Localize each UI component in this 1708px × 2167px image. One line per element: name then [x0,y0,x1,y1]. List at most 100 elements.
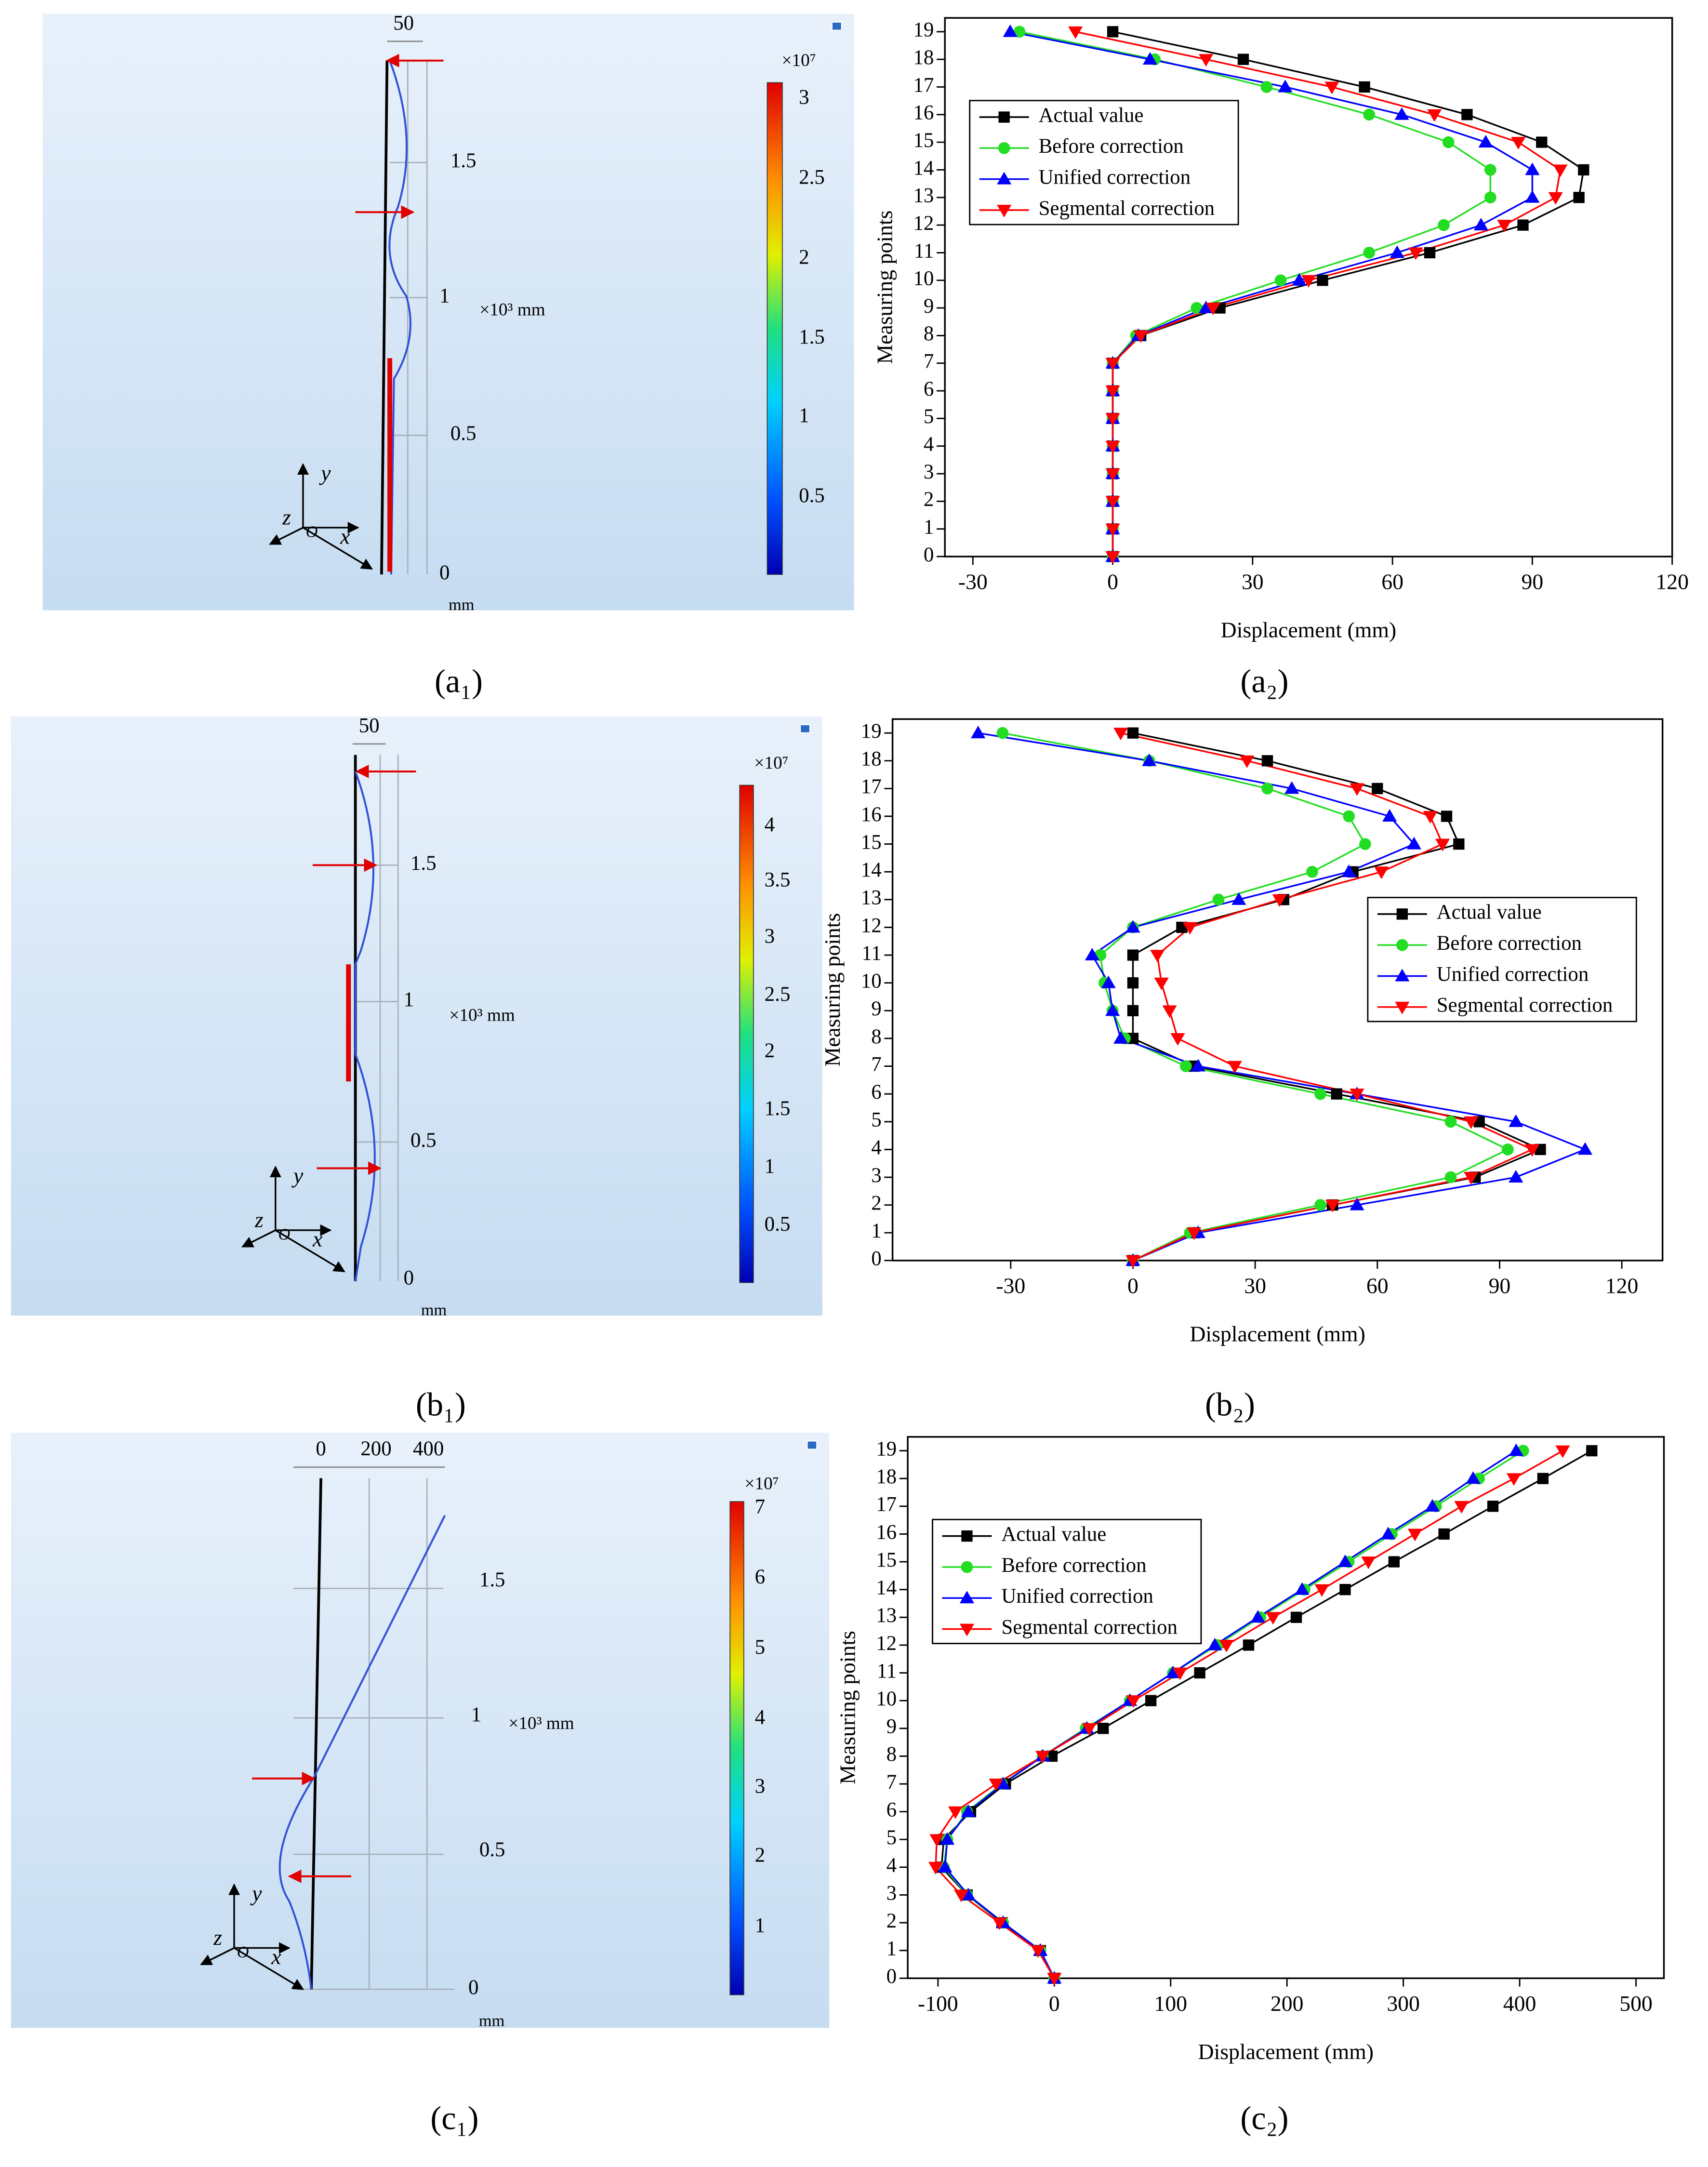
marker [1464,1172,1479,1185]
marker [1172,1667,1188,1680]
y-tick-label: 8 [871,1025,881,1048]
marker [929,1834,944,1847]
marker [1212,893,1225,906]
caption: (c₁) [430,2100,478,2136]
y-tick-label: 10 [876,1688,897,1710]
x-tick-label: 30 [1244,1274,1266,1298]
y-tick-label: 15 [913,129,934,152]
y-tick-label: 12 [913,212,934,235]
axis-tick-label: 1 [439,284,450,307]
marker [1506,1473,1522,1486]
y-tick-label: 18 [861,748,882,771]
colorbar-tick-label: 0.5 [765,1213,791,1236]
axis-tick-label: 0 [439,561,450,584]
y-tick-label: 18 [876,1465,897,1488]
y-tick-label: 7 [871,1053,881,1076]
y-tick-label: 6 [924,378,934,400]
marker [1578,164,1589,176]
marker [1388,1556,1400,1568]
scale-label: 50 [359,714,380,737]
legend-label: Actual value [1039,104,1144,127]
axis-tick-label: 0.5 [450,422,477,445]
x-tick-label: -30 [996,1274,1025,1298]
marker [1350,783,1364,796]
x-axis-label: Displacement (mm) [1221,618,1397,642]
y-tick-label: 8 [887,1743,897,1766]
y-tick-label: 11 [861,942,881,965]
marker [1372,783,1383,795]
marker [1105,440,1120,453]
y-tick-label: 0 [887,1965,897,1988]
pile-shaft [310,1478,322,1990]
marker [1536,136,1548,148]
legend-marker [997,204,1012,218]
marker [1113,1031,1128,1044]
deflection-curve [388,60,411,575]
marker [1423,811,1438,824]
y-tick-label: 19 [913,19,934,41]
marker [1031,1945,1046,1958]
unit-label: mm [449,596,475,614]
y-tick-label: 8 [924,322,934,345]
marker [1509,1114,1523,1127]
marker [1343,810,1355,823]
marker [1331,1088,1342,1100]
marker [1341,864,1356,877]
marker [1261,783,1273,795]
marker [1162,1005,1177,1018]
marker [1013,26,1026,38]
y-tick-label: 9 [887,1715,897,1738]
marker [1509,1170,1523,1183]
marker [961,1804,976,1817]
marker [1441,811,1453,822]
marker [1363,108,1376,121]
axis-letter: x [271,1944,281,1969]
marker [1537,1473,1549,1484]
marker [1408,247,1423,260]
axis-letter: x [312,1226,322,1251]
colorbar-exponent: ×10⁷ [782,51,816,70]
y-tick-label: 1 [924,516,934,539]
marker [1324,81,1339,94]
unit-label: ×10³ mm [508,1714,574,1733]
y-tick-label: 14 [876,1577,897,1599]
marker [1261,755,1273,767]
axis-letter: z [282,505,291,529]
y-tick-label: 14 [861,859,882,881]
marker [1170,1033,1185,1046]
y-tick-label: 15 [861,831,882,853]
y-tick-label: 16 [861,803,882,826]
marker [1359,81,1370,93]
plot-frame [944,17,1673,558]
marker [1127,727,1139,739]
x-tick-label: 400 [1503,1991,1536,2016]
marker [1035,1751,1050,1764]
legend-label: Segmental correction [1437,994,1613,1017]
axis-arrow [234,1947,305,1990]
legend-label: Unified correction [1437,963,1589,985]
marker [1003,24,1018,37]
marker [938,1860,953,1873]
caption: (a₂) [1240,663,1288,700]
marker [1127,949,1139,961]
marker [1205,303,1220,316]
axis-tick-label: 0 [404,1267,414,1290]
legend-label: Unified correction [1001,1585,1153,1608]
axis-letter: x [340,524,350,548]
panel-background [11,1433,830,2028]
marker [1237,53,1249,65]
marker [1284,781,1299,794]
y-axis-label: Measuring points [873,211,897,364]
marker [1390,245,1404,258]
legend-box [932,1518,1202,1645]
x-tick-label: 300 [1387,1991,1420,2016]
marker [1438,1528,1450,1540]
marker [1525,162,1540,175]
y-tick-label: 5 [871,1109,881,1131]
marker [1394,107,1409,120]
axis-letter: z [213,1925,222,1950]
panel-icon [807,1440,818,1450]
x-tick-label: 0 [1049,1991,1060,2016]
colorbar-tick-label: 4 [765,813,775,836]
marker [1250,1610,1265,1623]
